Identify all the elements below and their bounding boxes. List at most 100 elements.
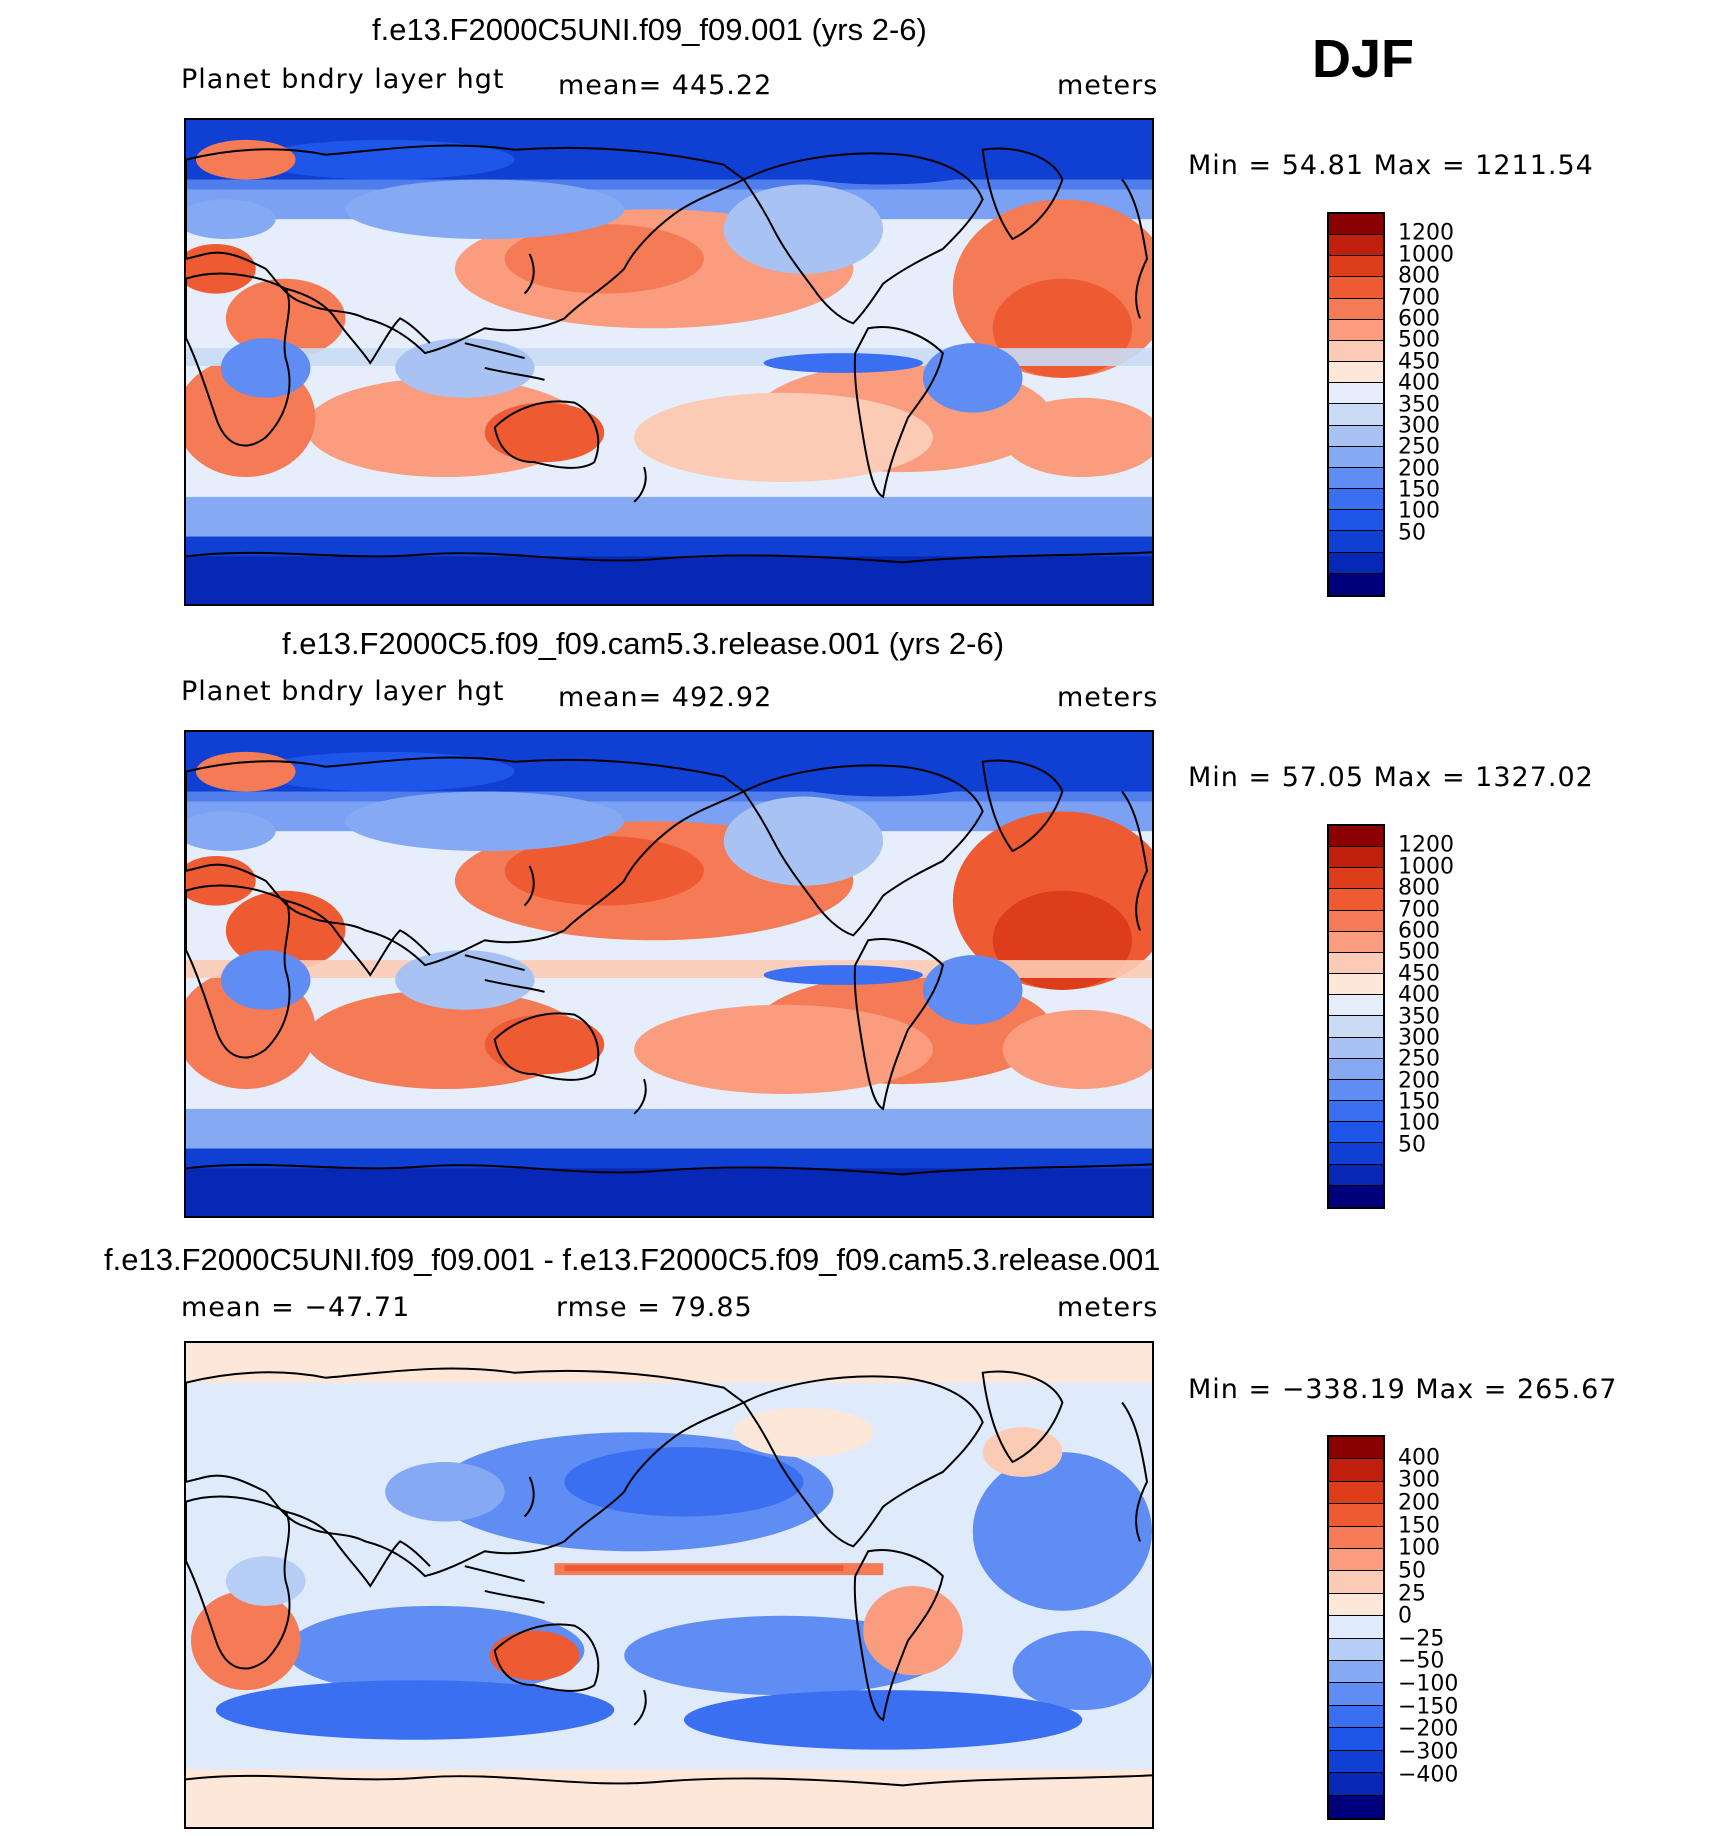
coastline-layer (186, 756, 1152, 1176)
colorbar-swatch (1329, 1773, 1383, 1796)
colorbar-label: −400 (1398, 1762, 1459, 1788)
coastline (464, 342, 525, 359)
coastline (484, 1589, 545, 1604)
coastline (1121, 178, 1149, 319)
colorbar-label: −50 (1398, 1648, 1445, 1674)
colorbar-swatch (1329, 1526, 1383, 1550)
colorbar-label: 800 (1398, 263, 1440, 289)
coastline (186, 1774, 1152, 1787)
colorbar-swatch (1329, 467, 1383, 490)
colorbar-swatch (1329, 340, 1383, 363)
colorbar-swatch (1329, 1549, 1383, 1572)
colorbar-swatch (1329, 383, 1383, 405)
coastline (186, 1495, 291, 1670)
panel-3-title: f.e13.F2000C5UNI.f09_f09.001 - f.e13.F20… (104, 1242, 1161, 1277)
colorbar-swatch (1329, 1683, 1383, 1706)
colorbar-label: 250 (1398, 434, 1440, 460)
colorbar-swatch (1329, 974, 1383, 996)
colorbar-swatch (1329, 1593, 1383, 1617)
colorbar-label: 200 (1398, 456, 1440, 482)
colorbar-label: 600 (1398, 306, 1440, 332)
colorbar-swatch (1329, 1459, 1383, 1482)
colorbar-label: 0 (1398, 1603, 1412, 1629)
coastline (523, 1476, 535, 1518)
panel-3-minmax: Min = −338.19 Max = 265.67 (1188, 1374, 1618, 1405)
colorbar-label: 300 (1398, 1467, 1440, 1493)
colorbar-swatch (1329, 319, 1383, 341)
colorbar-swatch (1329, 1016, 1383, 1038)
panel-1-units: meters (1057, 70, 1159, 101)
panel-3-rmse: rmse = 79.85 (556, 1292, 753, 1323)
colorbar-label: 50 (1398, 520, 1426, 546)
field-layer (186, 120, 1152, 604)
colorbar-label: 700 (1398, 285, 1440, 311)
colorbar-label: 1200 (1398, 832, 1454, 858)
colorbar-label: 150 (1398, 477, 1440, 503)
colorbar-label: 400 (1398, 370, 1440, 396)
coastline (186, 272, 291, 447)
colorbar-label: 350 (1398, 1004, 1440, 1029)
panel-1-variable-label: Planet bndry layer hgt (181, 64, 505, 95)
colorbar-label: 500 (1398, 327, 1440, 353)
coastline (186, 884, 291, 1059)
colorbar-label: 150 (1398, 1089, 1440, 1115)
panel-1-colorbar (1327, 212, 1385, 597)
colorbar-swatch (1329, 552, 1383, 574)
panel-2-variable-label: Planet bndry layer hgt (181, 676, 505, 707)
colorbar-label: 150 (1398, 1513, 1440, 1539)
colorbar-swatch (1329, 510, 1383, 532)
colorbar-swatch (1329, 889, 1383, 911)
coastline (981, 759, 1064, 853)
colorbar-label: 700 (1398, 897, 1440, 923)
coastline (186, 551, 1152, 564)
colorbar-swatch (1329, 214, 1383, 236)
colorbar-swatch (1329, 1079, 1383, 1102)
colorbar-swatch (1329, 931, 1383, 953)
colorbar-label: 400 (1398, 982, 1440, 1008)
coastline (981, 147, 1064, 241)
colorbar-label: 350 (1398, 392, 1440, 417)
coastline (186, 1163, 1152, 1176)
coastline (186, 756, 746, 967)
coastline (285, 1510, 431, 1588)
coastline (1121, 790, 1149, 931)
panel-1-minmax: Min = 54.81 Max = 1211.54 (1188, 150, 1594, 181)
colorbar-swatch (1329, 1638, 1383, 1662)
panel-2-colorbar-labels: 1200 1000 800 700 600 500 450 400 350 300 250 200 15… (1398, 824, 1498, 1209)
colorbar-swatch (1329, 1616, 1383, 1639)
panel-3-map (184, 1341, 1154, 1829)
coastline (285, 287, 431, 365)
colorbar-label: −150 (1398, 1694, 1459, 1720)
colorbar-label: 400 (1398, 1445, 1440, 1471)
colorbar-swatch (1329, 910, 1383, 932)
coastline (853, 326, 944, 499)
panel-3-mean: mean = −47.71 (181, 1292, 411, 1323)
colorbar-label: 200 (1398, 1068, 1440, 1094)
colorbar-label: 450 (1398, 349, 1440, 375)
colorbar-swatch (1329, 531, 1383, 553)
colorbar-swatch (1329, 489, 1383, 511)
coastline (1121, 1401, 1149, 1542)
colorbar-label: −25 (1398, 1626, 1445, 1652)
colorbar-label: 250 (1398, 1046, 1440, 1072)
colorbar-label: 100 (1398, 498, 1440, 524)
coastline (493, 400, 600, 469)
coastline (633, 466, 647, 503)
colorbar-swatch (1329, 1058, 1383, 1080)
panel-2-map (184, 730, 1154, 1218)
colorbar-swatch (1329, 1661, 1383, 1684)
colorbar-swatch (1329, 1437, 1383, 1460)
coastline (186, 1367, 746, 1578)
colorbar-label: 1000 (1398, 242, 1454, 268)
colorbar-swatch (1329, 446, 1383, 468)
colorbar-swatch (1329, 952, 1383, 975)
colorbar-swatch (1329, 1037, 1383, 1059)
colorbar-label: 450 (1398, 961, 1440, 987)
panel-1-title: f.e13.F2000C5UNI.f09_f09.001 (yrs 2-6) (372, 12, 927, 47)
coastline-layer (186, 144, 1152, 564)
colorbar-label: 600 (1398, 918, 1440, 944)
colorbar-label: 100 (1398, 1110, 1440, 1136)
coastline (853, 1549, 944, 1722)
colorbar-swatch (1329, 1795, 1383, 1818)
colorbar-label: −100 (1398, 1671, 1459, 1697)
